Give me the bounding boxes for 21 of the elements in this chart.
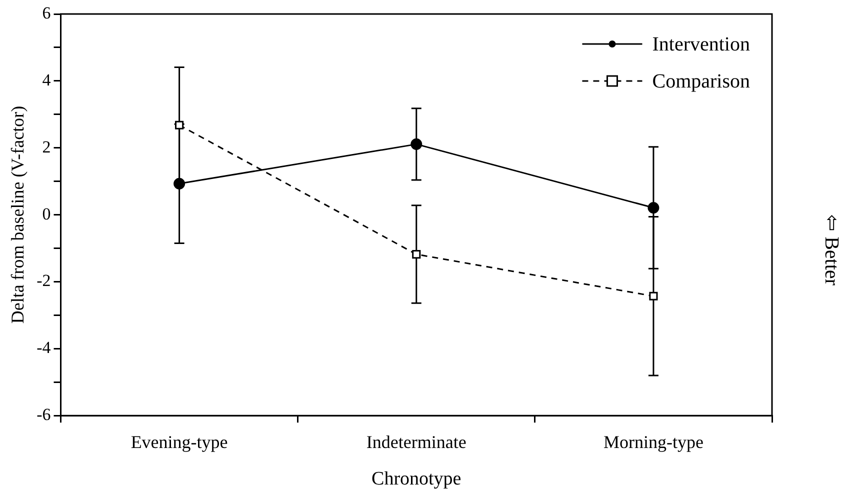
x-tick-label: Indeterminate xyxy=(366,432,466,452)
y-tick-label: 2 xyxy=(42,137,51,156)
y-tick-label: -4 xyxy=(36,338,52,358)
legend-label: Comparison xyxy=(652,70,750,92)
y-axis-title: Delta from baseline (V-factor) xyxy=(8,106,28,324)
y-tick-label: -2 xyxy=(36,271,51,290)
point xyxy=(412,250,421,259)
point xyxy=(648,202,660,214)
point xyxy=(649,292,658,300)
y-tick-label: -6 xyxy=(36,405,51,424)
y-tick-label: 6 xyxy=(42,3,51,22)
point xyxy=(410,138,422,150)
point xyxy=(174,178,186,190)
legend-label: Intervention xyxy=(652,33,750,56)
x-tick-label: Evening-type xyxy=(130,432,228,452)
x-tick-label: Morning-type xyxy=(603,432,704,452)
point xyxy=(175,120,184,130)
x-axis-title: Chronotype xyxy=(372,468,462,490)
y-tick-label: 0 xyxy=(42,204,51,224)
text: ⇦ Better xyxy=(820,214,844,286)
y-tick-label: 4 xyxy=(42,70,52,90)
